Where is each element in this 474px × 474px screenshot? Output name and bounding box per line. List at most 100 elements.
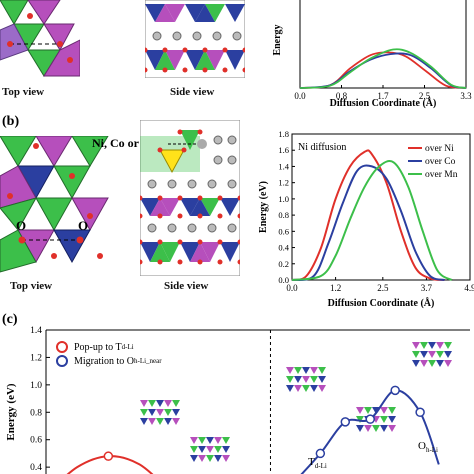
chart-b-xtick-label: 2.5 — [377, 283, 389, 293]
inset-octahedron — [412, 351, 420, 358]
chart-a: 0.0 0.8 1.7 2.5 3.3 Energy Diffusion Coordinat… — [272, 0, 472, 109]
inset-octahedron — [420, 342, 428, 349]
inset-octahedron — [190, 455, 198, 462]
inset-octahedron — [206, 455, 214, 462]
inset-octahedron — [428, 351, 436, 358]
inset-octahedron — [444, 360, 452, 367]
chart-c: 0.4 0.6 0.8 1.0 1.2 1.4 Energy (eV) — [5, 326, 470, 474]
chart-a-series-line — [299, 48, 467, 89]
chart-b-ytick-label: 0.2 — [278, 259, 289, 269]
inset-octahedron — [380, 425, 388, 432]
legend-migration-marker — [56, 355, 68, 367]
inset-octahedron — [428, 342, 436, 349]
inset-octahedron — [148, 400, 156, 407]
chart-b-ytick-label: 0.0 — [278, 275, 289, 285]
inset-octahedron — [380, 407, 388, 414]
inset-octahedron — [302, 385, 310, 392]
inset-octahedron — [436, 351, 444, 358]
inset-octahedron — [420, 351, 428, 358]
inset-octahedron — [388, 425, 396, 432]
chart-b: 0.0 0.2 0.4 0.6 0.8 1.0 1.2 1.4 1.6 1.8 0.0 1.2 2.5 3… — [258, 130, 474, 309]
chart-b-ytick-label: 1.6 — [278, 145, 289, 155]
chart-c-ytick-label: 0.8 — [30, 408, 42, 418]
annot-o: Oh-Li — [418, 440, 438, 454]
chart-b-ylabel: Energy (eV) — [258, 181, 269, 233]
inset-octahedron — [412, 342, 420, 349]
chart-b-xtick-label: 3.7 — [421, 283, 433, 293]
panel-b-top-view-label: Top view — [10, 280, 53, 292]
chart-c-ytick-label: 1.4 — [30, 326, 42, 336]
inset-octahedron — [190, 446, 198, 453]
inset-octahedron — [364, 407, 372, 414]
inset-octahedron — [436, 342, 444, 349]
chart-c-ytick-label: 0.4 — [30, 463, 42, 473]
inset-octahedron — [310, 367, 318, 374]
inset-octahedron — [164, 418, 172, 425]
panel-a-side-view-structure — [145, 0, 245, 78]
inset-octahedron — [356, 407, 364, 414]
chart-a-xtick-label: 0.0 — [294, 91, 306, 101]
inset-octahedron — [148, 409, 156, 416]
inset-octahedron — [444, 351, 452, 358]
chart-b-legend-label: over Mn — [425, 170, 458, 180]
inset-octahedron — [436, 360, 444, 367]
panel-b-site-label-left: O — [16, 218, 27, 233]
inset-octahedron — [286, 376, 294, 383]
inset-octahedron — [420, 360, 428, 367]
inset-octahedron — [380, 416, 388, 423]
panel-a-top-view-label: Top view — [2, 86, 45, 98]
chart-b-frame — [291, 133, 471, 281]
inset-octahedron — [140, 409, 148, 416]
chart-b-ytick-label: 0.4 — [278, 243, 289, 253]
inset-octahedron — [294, 367, 302, 374]
chart-c-inset-structure — [190, 437, 230, 462]
inset-octahedron — [388, 407, 396, 414]
panel-b-top-view-structure — [0, 136, 110, 276]
panel-b-label: (b) — [2, 114, 20, 129]
inset-octahedron — [294, 385, 302, 392]
chart-c-inset-structure — [140, 400, 180, 425]
chart-c-point — [340, 417, 351, 427]
chart-c-inset-structure — [412, 342, 452, 367]
chart-a-xlabel: Diffusion Coordinate (Å) — [330, 97, 437, 109]
panel-b: (b) O O Top view Ni, Co or Mn — [0, 112, 474, 312]
chart-a-xtick-label: 2.5 — [419, 91, 431, 101]
inset-octahedron — [286, 385, 294, 392]
chart-b-xtick-label: 4.9 — [464, 283, 474, 293]
chart-a-ylabel: Energy — [272, 24, 283, 55]
panel-c-label: (c) — [2, 312, 18, 327]
inset-octahedron — [172, 409, 180, 416]
panel-b-side-view-structure — [140, 120, 240, 276]
inset-octahedron — [172, 400, 180, 407]
chart-c-ytick-label: 1.0 — [30, 381, 42, 391]
inset-octahedron — [206, 446, 214, 453]
chart-c-point — [315, 448, 326, 459]
chart-c-ytick-label: 0.6 — [30, 436, 42, 446]
chart-b-series-line — [291, 164, 445, 282]
inset-octahedron — [222, 446, 230, 453]
chart-b-xtick-label: 1.2 — [330, 283, 341, 293]
chart-b-xtick-label: 0.0 — [286, 283, 298, 293]
chart-a-xtick-label: 1.7 — [377, 91, 389, 101]
inset-octahedron — [198, 437, 206, 444]
inset-octahedron — [156, 409, 164, 416]
inset-octahedron — [318, 376, 326, 383]
inset-octahedron — [302, 376, 310, 383]
chart-b-series-line — [291, 149, 445, 281]
inset-octahedron — [356, 416, 364, 423]
chart-b-title: Ni diffusion — [298, 142, 346, 153]
annot-t-sub: d-Li — [314, 462, 327, 471]
inset-octahedron — [310, 385, 318, 392]
chart-a-xtick-label: 3.3 — [460, 91, 472, 101]
inset-octahedron — [302, 367, 310, 374]
inset-octahedron — [372, 425, 380, 432]
inset-octahedron — [148, 418, 156, 425]
inset-octahedron — [364, 425, 372, 432]
legend-migration-text: Migration to O — [74, 355, 134, 367]
inset-octahedron — [156, 418, 164, 425]
chart-b-legend-label: over Ni — [425, 144, 454, 154]
chart-b-series-line — [291, 160, 453, 281]
inset-octahedron — [164, 400, 172, 407]
annot-o-text: O — [418, 440, 426, 452]
